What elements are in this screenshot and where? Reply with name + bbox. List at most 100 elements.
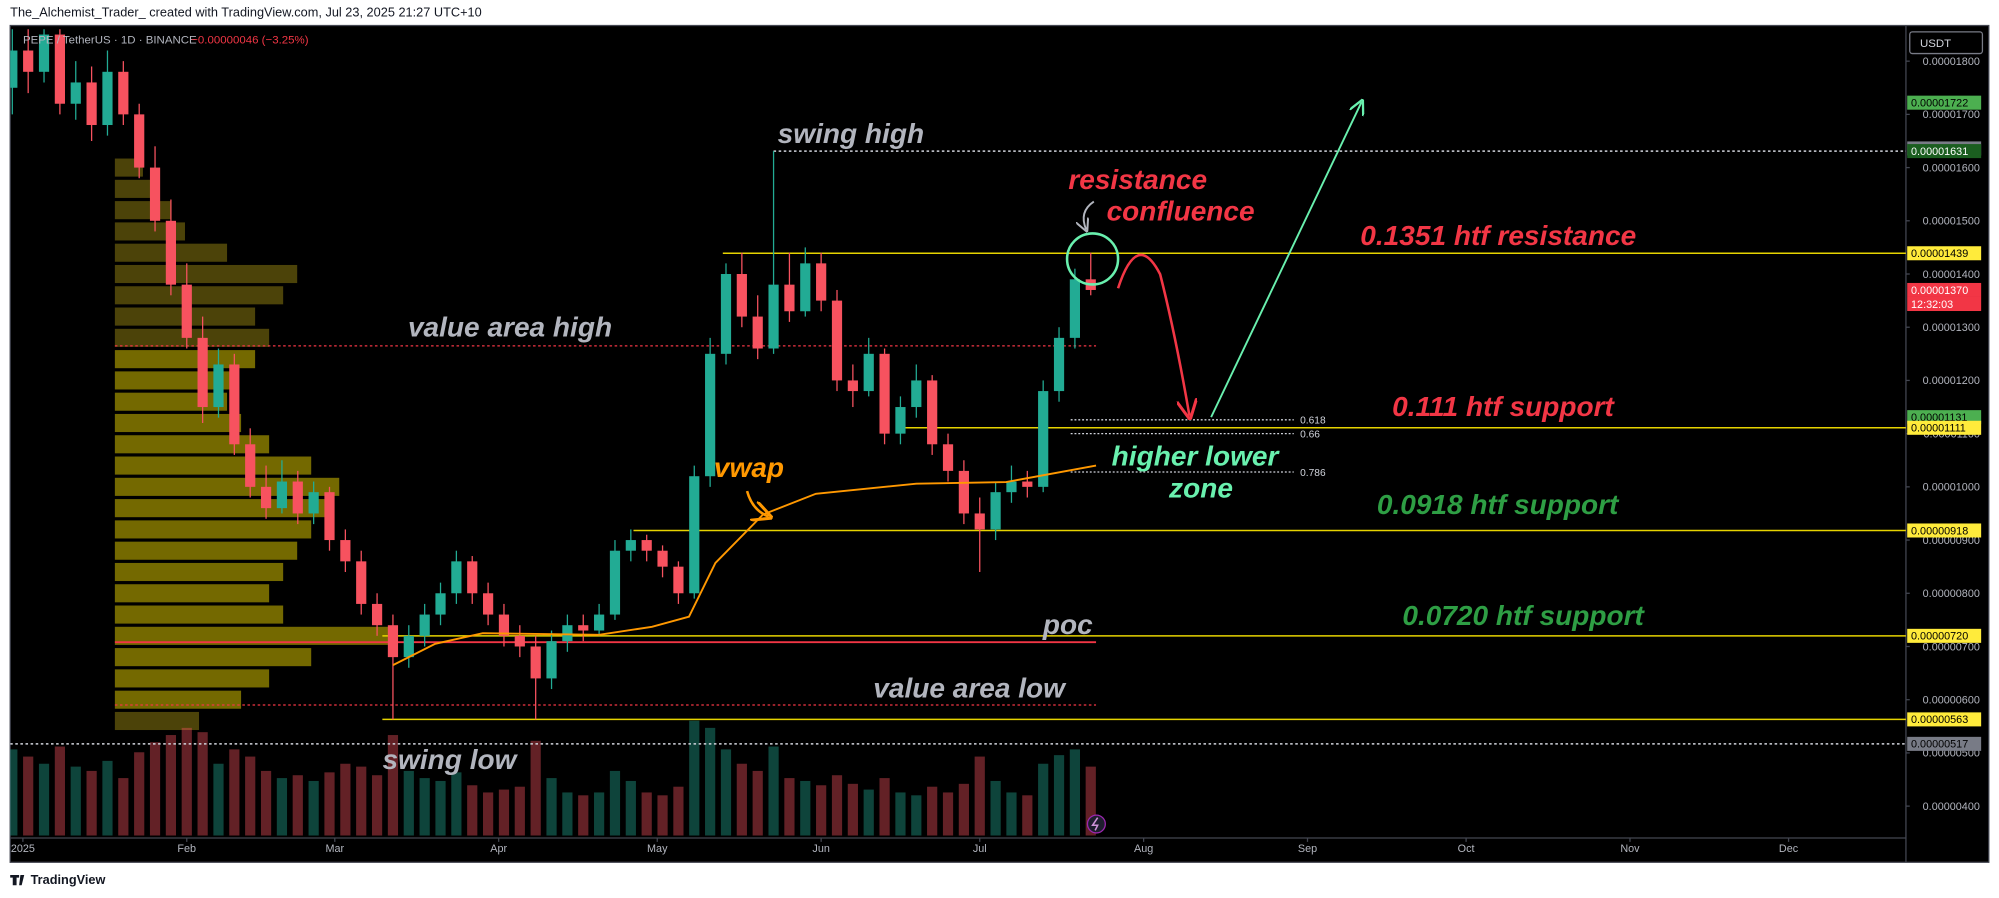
volume-bar [102,760,113,836]
currency: USDT [1920,38,1951,50]
confluence-circle [1065,232,1120,286]
volume-profile-row [114,286,284,305]
candle-body [705,353,716,477]
volume-bar [752,770,763,836]
volume-profile-row [114,711,200,731]
candle-body [229,364,240,445]
header-credit: The_Alchemist_Trader_ created with Tradi… [10,5,482,20]
volume-bar [498,789,510,836]
volume-bar [38,763,50,836]
price-label: 0.00000918 [1911,525,1968,537]
candle-body [70,82,81,104]
candle-body [1038,391,1049,487]
candle-body [419,614,430,636]
volume-bar [213,763,224,836]
volume-bar [435,780,446,836]
price-label: 0.00001631 [1911,146,1968,158]
fib-label: 0.618 [1300,416,1326,427]
candle-body [498,614,510,636]
symbol-name: PEPE / TetherUS · 1D · BINANCE [23,34,197,46]
volume-profile-row [114,328,270,347]
candle-body [879,353,890,434]
candle-body [10,50,18,88]
x-tick-label: Mar [325,843,344,855]
chart-frame [9,24,1990,863]
annotation: 0.1351 htf resistance [1360,220,1636,251]
volume-bar [784,778,795,836]
volume-bar [768,746,779,836]
candle-body [974,513,985,530]
candle-body [102,71,113,126]
volume-bar [562,792,573,836]
volume-bar [245,756,256,836]
y-tick-label: 0.00001300 [1923,322,1980,334]
candle-body [673,566,684,594]
x-tick-label: Aug [1134,843,1153,855]
volume-bar [958,783,969,836]
volume-profile-row [114,626,396,645]
annotation: 0.0720 htf support [1402,600,1645,631]
gray-arrow [1084,200,1095,230]
candle-body [831,300,843,381]
volume-bar [197,732,208,836]
volume-bar [705,727,716,836]
candle-body [38,34,50,72]
x-tick-label: Sep [1298,843,1317,855]
volume-bar [974,756,985,836]
volume-bar [86,770,97,836]
candle-body [118,71,129,115]
volume-profile-row [114,179,157,198]
volume-bar [594,792,605,836]
y-tick-label: 0.00001600 [1923,162,1980,174]
footer-brand: TradingView [31,872,106,887]
volume-bar [149,742,161,836]
annotation: zone [1168,472,1233,503]
event-icon-bolt [1091,817,1099,831]
countdown-box [1907,296,1982,312]
volume-bar [356,766,367,836]
candle-body [134,114,145,168]
candle-body [514,635,525,647]
volume-bar [609,770,621,836]
price-label-box [1907,712,1982,727]
candle-body [482,593,494,615]
volume-bar [308,780,319,836]
volume-bar [831,775,843,836]
x-tick-label: Feb [177,843,196,855]
volume-bar [800,780,811,836]
candle-body [435,593,446,615]
candle-body [562,625,573,642]
candle-body [752,316,763,349]
candle-body [942,444,954,471]
candle-body [149,167,161,221]
candle-body [260,486,272,509]
candle-body [736,274,747,317]
volume-bar [657,795,668,836]
annotation: value area high [408,312,612,343]
volume-profile-row [114,499,326,518]
x-tick-label: May [647,843,668,855]
volume-bar [895,792,906,836]
y-tick-label: 0.00001400 [1923,269,1980,281]
x-tick-label: Dec [1779,843,1799,855]
volume-bar [260,770,272,836]
x-tick-label: Jul [973,843,987,855]
candle-body [54,34,65,104]
volume-bar [1022,795,1033,836]
volume-bar [482,792,494,836]
candle-body [847,380,858,392]
volume-profile-row [114,350,256,369]
green-arrow [1210,102,1361,418]
footer-logo [10,875,25,886]
volume-bar [1085,766,1096,836]
volume-bar [1069,749,1080,836]
volume-profile-row [114,605,284,624]
candle-body [927,380,938,445]
red-arrow [1116,253,1189,416]
volume-bar [990,780,1001,836]
price-label-box [1907,246,1982,261]
volume-bar [371,775,383,836]
candle-body [340,540,351,562]
